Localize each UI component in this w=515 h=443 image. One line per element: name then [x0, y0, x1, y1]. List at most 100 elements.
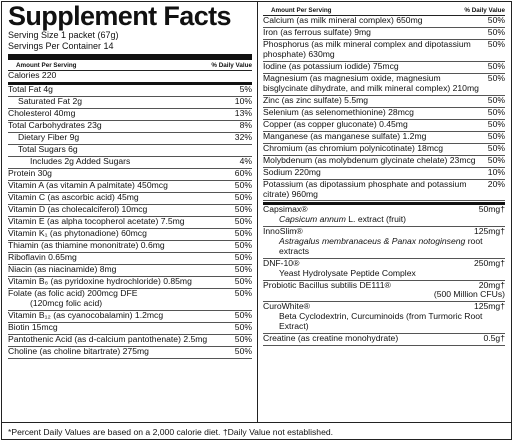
nutrient-row: Copper (as copper gluconate) 0.45mg 50% — [263, 118, 505, 132]
nutrient-row: Dietary Fiber 9g 32% — [8, 132, 252, 146]
nutrient-name: Choline (as choline bitartrate) 275mg — [8, 345, 149, 356]
nutrient-name: Biotin 15mcg — [8, 321, 58, 332]
nutrient-name: Vitamin B₁₂ (as cyanocobalamin) 1.2mcg — [8, 309, 164, 320]
nutrient-name: Vitamin B₆ (as pyridoxine hydrochloride)… — [8, 276, 192, 287]
ingredient-source: Capsicum annum L. extract (fruit) — [279, 214, 406, 225]
amount-per-serving-label: Amount Per Serving — [16, 62, 77, 69]
daily-value: 50% — [487, 154, 505, 165]
ingredient-source-text: Yeast Hydrolysate Peptide Complex — [279, 267, 416, 278]
nutrient-label: Total Sugars 6g — [8, 144, 252, 155]
nutrient-name: Total Sugars 6g — [18, 144, 78, 155]
daily-value: 50% — [487, 142, 505, 153]
daily-value: 50% — [487, 118, 505, 129]
nutrient-name: Chromium (as chromium polynicotinate) 18… — [263, 142, 444, 153]
calories: Calories 220 — [8, 70, 57, 81]
ingredient-source-text: Beta Cyclodextrin, Curcuminoids (from Tu… — [279, 311, 483, 332]
ingredient-block: Probiotic Bacillus subtilis DE111® 20mg†(… — [263, 279, 505, 303]
ingredient-header: InnoSlim® 125mg† — [263, 226, 505, 237]
proprietary-ingredient-list: Capsimax® 50mg† Capsicum annum L. extract … — [263, 205, 505, 346]
nutrient-row: Total Carbohydrates 23g 8% — [8, 120, 252, 134]
nutrient-row: Vitamin E (as alpha tocopherol acetate) … — [8, 216, 252, 230]
nutrient-row: Potassium (as dipotassium phosphate and … — [263, 178, 505, 202]
daily-value: 50% — [487, 27, 505, 38]
ingredient-block: DNF-10® 250mg† Yeast Hydrolysate Peptide C… — [263, 258, 505, 281]
nutrient-row: Manganese (as manganese sulfate) 1.2mg 50… — [263, 130, 505, 144]
ingredient-source: Yeast Hydrolysate Peptide Complex — [279, 267, 416, 279]
daily-value-label: % Daily Value — [464, 7, 505, 14]
nutrient-row: Protein 30g 60% — [8, 168, 252, 182]
ingredient-description: Astragalus membranaceus & Panax notogins… — [263, 236, 505, 257]
daily-value: 20% — [487, 178, 505, 189]
daily-value: 50% — [234, 192, 252, 203]
panel-title: Supplement Facts — [8, 1, 232, 31]
nutrient-row: Molybdenum (as molybdenum glycinate chel… — [263, 154, 505, 168]
ingredient-amount: 125mg† — [473, 226, 505, 237]
ingredient-name: Capsimax® — [263, 204, 308, 215]
daily-value: 50% — [487, 130, 505, 141]
nutrient-label: Vitamin B₆ (as pyridoxine hydrochloride)… — [8, 276, 235, 287]
footnote: *Percent Daily Values are based on a 2,0… — [8, 427, 334, 437]
nutrient-name: Copper (as copper gluconate) 0.45mg — [263, 118, 408, 129]
nutrient-name: Sodium 220mg — [263, 166, 321, 177]
nutrient-label: Thiamin (as thiamine mononitrate) 0.6mg — [8, 240, 235, 251]
right-column: Amount Per Serving % Daily Value Calcium… — [258, 2, 511, 346]
right-nutrient-list: Calcium (as milk mineral complex) 650mg 5… — [263, 15, 505, 202]
nutrient-name: Phosphorus (as milk mineral complex and … — [263, 39, 471, 60]
ingredient-block: Creatine (as creatine monohydrate) 0.5g† — [263, 333, 505, 346]
nutrient-row: Pantothenic Acid (as d-calcium pantothen… — [8, 334, 252, 347]
nutrient-label: Riboflavin 0.65mg — [8, 252, 235, 263]
nutrient-row: Niacin (as niacinamide) 8mg 50% — [8, 264, 252, 278]
ingredient-name: Probiotic Bacillus subtilis DE111® — [263, 279, 391, 290]
nutrient-label: Vitamin A (as vitamin A palmitate) 450mc… — [8, 180, 235, 191]
daily-value: 50% — [234, 180, 252, 191]
nutrient-name: Niacin (as niacinamide) 8mg — [8, 264, 117, 275]
nutrient-row: Choline (as choline bitartrate) 275mg 50% — [8, 345, 252, 359]
nutrient-row: Phosphorus (as milk mineral complex and … — [263, 39, 505, 62]
daily-value: 50% — [234, 321, 252, 332]
nutrient-row: Iron (as ferrous sulfate) 9mg 50% — [263, 27, 505, 41]
nutrient-name: Total Fat 4g — [8, 84, 53, 95]
nutrient-row: Riboflavin 0.65mg 50% — [8, 252, 252, 266]
daily-value: 8% — [239, 120, 252, 131]
daily-value: 50% — [234, 345, 252, 356]
nutrient-row: Cholesterol 40mg 13% — [8, 108, 252, 122]
nutrient-row: Includes 2g Added Sugars 4% — [8, 156, 252, 170]
nutrient-name: Thiamin (as thiamine mononitrate) 0.6mg — [8, 240, 165, 251]
ingredient-amount: 50mg† — [478, 204, 505, 215]
thick-rule — [8, 54, 252, 60]
calories-row: Calories 220 — [8, 70, 252, 86]
ingredient-header: Creatine (as creatine monohydrate) 0.5g† — [263, 333, 505, 344]
nutrient-name: Zinc (as zinc sulfate) 5.5mg — [263, 94, 369, 105]
nutrient-row: Vitamin K₁ (as phytonadione) 60mcg 50% — [8, 228, 252, 242]
ingredient-source-latin: Astragalus membranaceus & Panax notogins… — [279, 236, 466, 247]
serving-size: Serving Size 1 packet (67g) — [8, 30, 119, 40]
nutrient-row: Total Sugars 6g — [8, 144, 252, 158]
ingredient-header: CuroWhite® 125mg† — [263, 301, 505, 312]
daily-value: 50% — [487, 60, 505, 71]
nutrient-label: Vitamin E (as alpha tocopherol acetate) … — [8, 216, 235, 227]
ingredient-description: Capsicum annum L. extract (fruit) — [263, 214, 505, 225]
nutrient-name: Total Carbohydrates 23g — [8, 120, 102, 131]
ingredient-source-latin: Capsicum annum — [279, 214, 346, 225]
nutrient-label: Cholesterol 40mg — [8, 108, 235, 119]
nutrient-label: Folate (as folic acid) 200mcg DFE (120mcg… — [8, 288, 235, 309]
nutrient-row: Saturated Fat 2g 10% — [8, 96, 252, 110]
ingredient-source-text: root extracts — [279, 236, 483, 256]
ingredient-description: Yeast Hydrolysate Peptide Complex — [263, 267, 505, 279]
ingredient-name: CuroWhite® — [263, 301, 310, 312]
nutrient-row: Chromium (as chromium polynicotinate) 18… — [263, 142, 505, 156]
daily-value: 50% — [234, 288, 252, 299]
nutrient-label: Total Fat 4g — [8, 84, 240, 95]
footnote-rule — [2, 422, 511, 423]
daily-value: 50% — [234, 216, 252, 227]
nutrient-row: Vitamin A (as vitamin A palmitate) 450mc… — [8, 180, 252, 194]
nutrient-name: Selenium (as selenomethionine) 28mcg — [263, 106, 414, 117]
nutrient-name: Vitamin A (as vitamin A palmitate) 450mc… — [8, 180, 168, 191]
ingredient-header: Capsimax® 50mg† — [263, 205, 505, 215]
nutrient-row: Magnesium (as magnesium oxide, magnesium… — [263, 73, 505, 96]
ingredient-name: InnoSlim® — [263, 226, 303, 237]
daily-value: 50% — [234, 252, 252, 263]
nutrient-label: Vitamin C (as ascorbic acid) 45mg — [8, 192, 235, 203]
nutrient-name: Riboflavin 0.65mg — [8, 252, 77, 263]
